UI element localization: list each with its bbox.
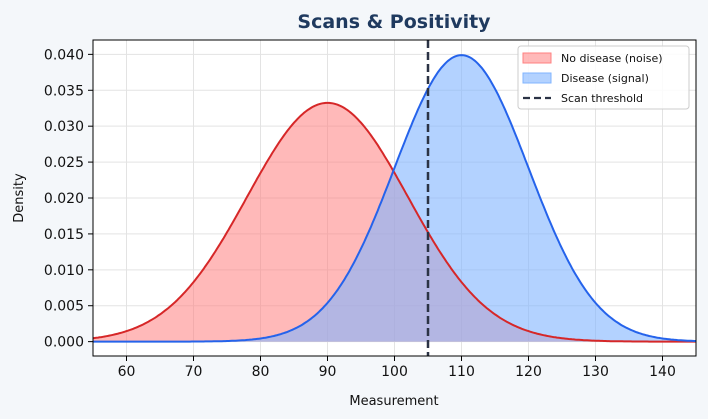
y-tick-label: 0.025	[44, 155, 84, 171]
y-tick-label: 0.035	[44, 83, 84, 99]
chart-title: Scans & Positivity	[297, 11, 491, 33]
legend-label-threshold: Scan threshold	[561, 92, 643, 105]
y-tick-label: 0.015	[44, 227, 84, 243]
x-tick-label: 130	[582, 364, 609, 380]
legend-label-noise: No disease (noise)	[561, 52, 663, 65]
y-tick-label: 0.020	[44, 191, 84, 207]
legend: No disease (noise) Disease (signal) Scan…	[517, 45, 690, 110]
y-tick-label: 0.030	[44, 119, 84, 135]
area-signal	[93, 55, 696, 342]
y-tick-label: 0.040	[44, 47, 84, 63]
x-tick-label: 100	[381, 364, 408, 380]
legend-label-signal: Disease (signal)	[561, 72, 649, 85]
x-tick-label: 60	[118, 364, 136, 380]
x-tick-label: 120	[515, 364, 542, 380]
curve-signal	[93, 54, 696, 343]
y-tick-label: 0.000	[44, 335, 84, 351]
y-tick-label: 0.005	[44, 299, 84, 315]
legend-swatch-noise	[522, 52, 552, 64]
x-axis-label: Measurement	[349, 394, 438, 409]
y-axis-label: Density	[12, 173, 27, 223]
curve-noise	[92, 101, 696, 343]
x-tick-label: 70	[185, 364, 203, 380]
y-tick-label: 0.010	[44, 263, 84, 279]
x-tick-label: 110	[448, 364, 475, 380]
x-tick-label: 80	[252, 364, 270, 380]
x-tick-label: 90	[319, 364, 337, 380]
legend-swatch-signal	[522, 72, 552, 84]
x-tick-label: 140	[649, 364, 676, 380]
